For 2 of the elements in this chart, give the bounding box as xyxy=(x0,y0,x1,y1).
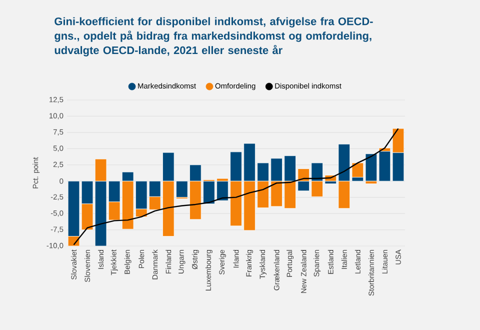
chart-title: Gini-koefficient for disponibel indkomst, afvigelse fra OECD-gns., opdelt på bidrag fra markedsindkomst og omfordeling, udvalgte OECD-lande, 2021 eller seneste år xyxy=(54,17,373,56)
line-series xyxy=(73,128,399,246)
